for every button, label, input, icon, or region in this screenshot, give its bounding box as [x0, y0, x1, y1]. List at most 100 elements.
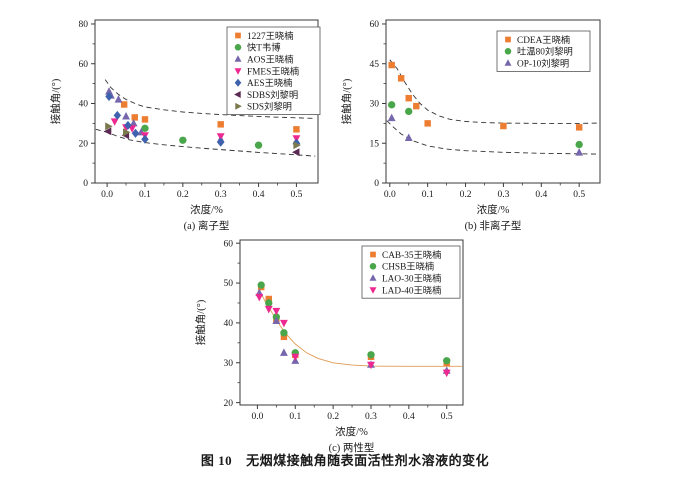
data-point-marker: [131, 128, 140, 138]
circle-legend-icon: [234, 44, 242, 51]
data-point-marker: [122, 112, 130, 120]
legend: 1227王晓楠快T韦博AOS王晓楠FMES王晓楠AES王晓楠SDBS刘黎明SDS…: [226, 26, 321, 115]
y-tick-label: 60: [224, 239, 234, 249]
legend-item: FMES王晓楠: [234, 65, 299, 77]
circle-legend-icon: [369, 263, 377, 270]
x-tick-label: 0.3: [497, 190, 509, 200]
panel-subtitle: (b) 非离子型: [465, 219, 522, 232]
diamond-legend-icon: [234, 78, 242, 87]
panel-subtitle: (c) 两性型: [329, 441, 375, 454]
data-point-marker: [292, 148, 300, 157]
data-point-marker: [257, 281, 265, 289]
legend-label: SDS刘黎明: [247, 101, 292, 113]
y-axis-label: 接触角/(°): [194, 299, 207, 345]
data-point-marker: [280, 329, 288, 337]
data-point-marker: [255, 293, 264, 302]
y-tick-label: 15: [370, 139, 380, 149]
legend-item: 吐温80刘黎明: [504, 46, 573, 58]
x-axis-label: 浓度/%: [190, 203, 223, 216]
data-point-marker: [293, 126, 300, 133]
data-point-marker: [413, 102, 420, 110]
panel-subtitle: (a) 离子型: [184, 219, 230, 232]
triangle-up-legend-icon: [504, 59, 512, 66]
x-tick-label: 0.5: [441, 412, 453, 422]
y-axis-label: 接触角/(°): [340, 78, 353, 124]
circle-legend-icon: [504, 48, 512, 55]
triangle-right-legend-icon: [235, 102, 242, 110]
data-point-marker: [500, 122, 507, 130]
data-point-marker: [443, 357, 451, 365]
figure-caption-text: 无烟煤接触角随表面活性剂水溶液的变化: [246, 453, 490, 468]
legend-item: 1227王晓楠: [235, 30, 294, 42]
legend-label: 快T韦博: [247, 42, 281, 54]
legend-label: FMES王晓楠: [247, 65, 299, 77]
data-point-marker: [129, 118, 138, 127]
data-point-marker: [131, 114, 138, 121]
data-point-marker: [124, 120, 132, 130]
x-tick-label: 0.5: [290, 190, 302, 200]
data-point-marker: [179, 136, 187, 144]
y-tick-label: 30: [370, 100, 380, 110]
legend-item: LAO-30王晓楠: [369, 273, 441, 285]
y-tick-label: 80: [79, 20, 89, 30]
square-legend-icon: [235, 32, 241, 39]
envelope-curve: [389, 59, 599, 124]
data-point-marker: [404, 133, 413, 142]
x-tick-label: 0.1: [289, 412, 301, 422]
legend-box: [361, 245, 461, 299]
figure-caption-number: 图 10: [200, 453, 233, 468]
legend-box: [496, 30, 591, 72]
envelope-curve: [104, 79, 316, 119]
legend-item: LAD-40王晓楠: [369, 284, 441, 296]
data-point-marker: [442, 369, 451, 378]
legend-item: SDS刘黎明: [235, 101, 292, 113]
x-tick-label: 0.0: [251, 412, 263, 422]
triangle-up-legend-icon: [234, 55, 242, 62]
y-tick-label: 0: [374, 179, 379, 189]
data-point-marker: [293, 141, 301, 150]
data-point-marker: [388, 61, 395, 69]
x-tick-label: 0.3: [215, 190, 227, 200]
data-point-marker: [122, 128, 131, 137]
legend-box: [226, 26, 321, 115]
data-point-marker: [114, 95, 123, 103]
data-point-marker: [265, 299, 273, 307]
data-point-marker: [424, 120, 431, 127]
data-point-marker: [254, 141, 263, 149]
data-point-marker: [279, 319, 288, 328]
x-tick-label: 0.2: [177, 190, 189, 200]
triangle-left-legend-icon: [234, 91, 241, 98]
x-tick-label: 0.0: [384, 190, 396, 200]
legend-item: 快T韦博: [234, 42, 281, 54]
data-point-marker: [272, 316, 281, 324]
x-tick-label: 0.4: [253, 190, 265, 200]
data-point-marker: [141, 116, 149, 123]
legend-item: CDEA王晓楠: [505, 34, 570, 46]
data-point-marker: [105, 92, 113, 102]
legend-item: SDBS刘黎明: [234, 89, 298, 101]
y-axis-label: 接触角/(°): [49, 78, 62, 124]
x-tick-label: 0.3: [365, 412, 377, 422]
x-tick-label: 0.2: [327, 412, 339, 422]
data-point-marker: [575, 148, 584, 156]
chart-canvas: 0.0 0.1 0.2 0.3 0.4 0.5 20 30 40 50 60 浓度/% 接触角/(°) (…: [194, 239, 464, 454]
x-tick-label: 0.1: [422, 190, 434, 200]
y-tick-label: 60: [79, 60, 89, 70]
x-tick-label: 0.4: [535, 190, 547, 200]
legend-label: CAB-35王晓楠: [382, 249, 441, 261]
data-point-marker: [110, 118, 119, 126]
y-tick-label: 60: [370, 20, 380, 30]
x-tick-label: 0.5: [573, 190, 585, 200]
figure-caption: 图 10 无烟煤接触角随表面活性剂水溶液的变化: [0, 450, 690, 469]
panel-a-ionic-chart: 0.0 0.1 0.2 0.3 0.4 0.5 0 20 40 60 80 浓度/% 接触角/(°) (a…: [25, 5, 330, 242]
legend-label: LAO-30王晓楠: [382, 273, 441, 285]
y-tick-label: 0: [83, 179, 88, 189]
data-point-marker: [405, 107, 413, 116]
data-point-marker: [113, 110, 122, 120]
triangle-up-legend-icon: [369, 274, 377, 281]
data-point-marker: [405, 94, 412, 102]
data-point-marker: [575, 124, 583, 131]
plot-area: [385, 19, 601, 184]
data-point-marker: [279, 348, 288, 356]
